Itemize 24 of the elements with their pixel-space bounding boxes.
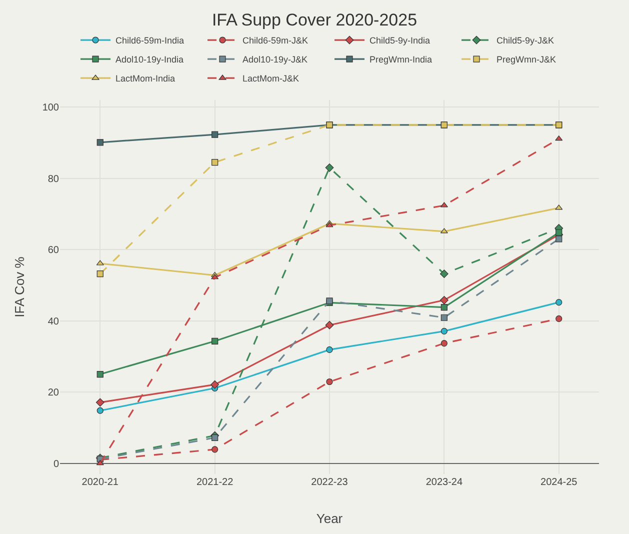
legend-label: Child6-59m-J&K xyxy=(242,36,308,46)
y-tick-label: 0 xyxy=(53,458,60,470)
y-tick-label: 60 xyxy=(48,245,60,256)
x-axis-title: Year xyxy=(316,511,344,526)
legend-label: Child5-9y-J&K xyxy=(496,36,554,46)
x-tick-label: 2022-23 xyxy=(311,477,348,488)
legend-label: LactMom-J&K xyxy=(242,74,300,84)
x-tick-label: 2024-25 xyxy=(540,477,578,488)
x-tick-label: 2020-21 xyxy=(82,477,119,488)
y-tick-label: 20 xyxy=(48,388,60,399)
legend-label: Child6-59m-India xyxy=(116,36,184,46)
y-tick-label: 40 xyxy=(48,316,60,328)
y-tick-label: 100 xyxy=(42,102,60,114)
chart-title: IFA Supp Cover 2020-2025 xyxy=(212,10,418,30)
legend-label: PregWmn-India xyxy=(370,54,432,65)
y-axis-title: IFA Cov % xyxy=(12,256,27,318)
legend-label: Child5-9y-India xyxy=(370,36,430,46)
legend-label: Adol10-19y-J&K xyxy=(242,54,308,65)
legend-label: Adol10-19y-India xyxy=(116,54,184,65)
y-tick-label: 80 xyxy=(48,174,60,185)
legend-label: LactMom-India xyxy=(116,74,176,84)
legend-label: PregWmn-J&K xyxy=(496,54,556,65)
x-tick-label: 2023-24 xyxy=(426,477,463,488)
x-tick-label: 2021-22 xyxy=(196,477,234,488)
